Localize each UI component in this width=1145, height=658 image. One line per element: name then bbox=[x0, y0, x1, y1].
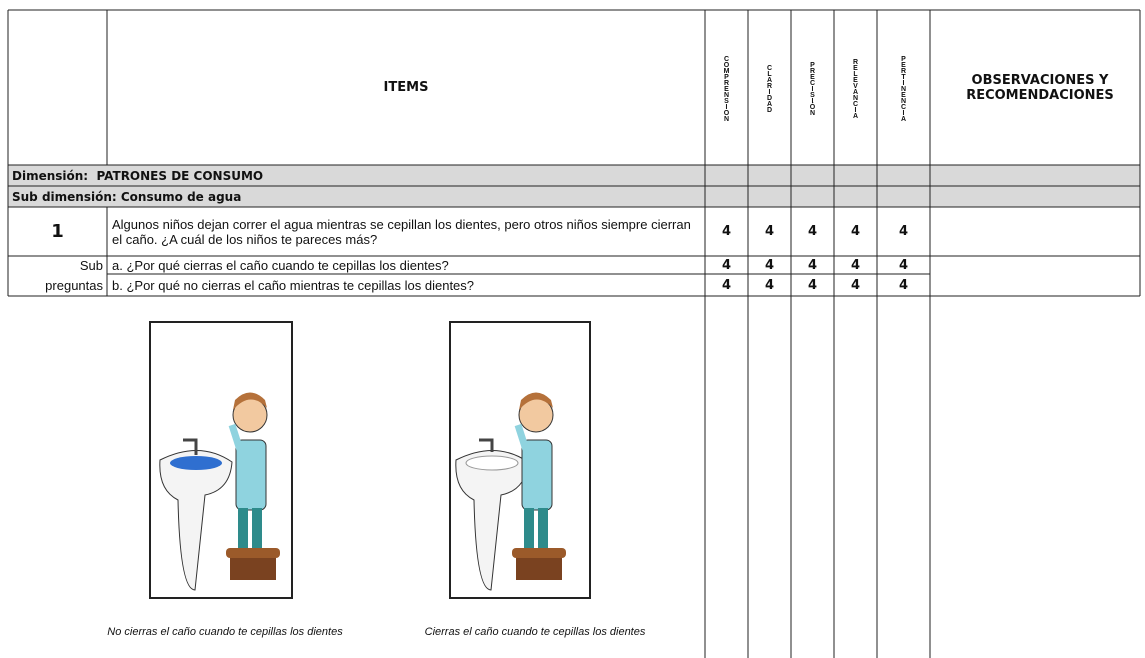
rating: 4 bbox=[898, 257, 909, 273]
criterion-header: CLARIDAD bbox=[766, 65, 773, 113]
rating: 4 bbox=[850, 277, 861, 293]
image-caption: No cierras el caño cuando te cepillas lo… bbox=[107, 626, 343, 638]
criterion-header: RELEVANCIA bbox=[852, 59, 859, 119]
illustration bbox=[449, 321, 591, 599]
rating: 4 bbox=[807, 257, 818, 273]
sub-question: b. ¿Por qué no cierras el caño mientras … bbox=[112, 277, 475, 293]
illustration bbox=[149, 321, 293, 599]
rating: 4 bbox=[807, 277, 818, 293]
rating: 4 bbox=[721, 277, 732, 293]
rating: 4 bbox=[850, 257, 861, 273]
sub-dimension: Sub dimensión: Consumo de agua bbox=[12, 189, 242, 204]
sub-question: a. ¿Por qué cierras el caño cuando te ce… bbox=[112, 257, 449, 273]
criterion-header: COMPRENSION bbox=[723, 56, 730, 122]
rating: 4 bbox=[807, 224, 818, 239]
rating: 4 bbox=[721, 257, 732, 273]
image-caption: Cierras el caño cuando te cepillas los d… bbox=[424, 626, 646, 638]
rating: 4 bbox=[764, 224, 775, 239]
items-header: ITEMS bbox=[383, 80, 429, 95]
item-text: Algunos niños dejan correr el agua mient… bbox=[112, 216, 691, 247]
criterion-header: PRECISIÓN bbox=[809, 62, 816, 116]
sub-label: preguntas bbox=[45, 278, 103, 293]
rating: 4 bbox=[898, 224, 909, 239]
criterion-header: PERTINENCIA bbox=[900, 56, 907, 122]
rating: 4 bbox=[764, 257, 775, 273]
sub-label: Sub bbox=[79, 257, 103, 273]
rating: 4 bbox=[850, 224, 861, 239]
dimension: Dimensión: PATRONES DE CONSUMO bbox=[12, 168, 264, 183]
rating: 4 bbox=[721, 224, 732, 239]
rating: 4 bbox=[898, 277, 909, 293]
item-number: 1 bbox=[51, 221, 64, 242]
observations-header: OBSERVACIONES Y RECOMENDACIONES bbox=[966, 72, 1114, 103]
rating: 4 bbox=[764, 277, 775, 293]
